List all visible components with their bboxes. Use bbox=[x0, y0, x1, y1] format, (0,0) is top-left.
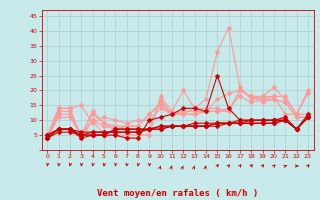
Text: Vent moyen/en rafales ( km/h ): Vent moyen/en rafales ( km/h ) bbox=[97, 189, 258, 198]
